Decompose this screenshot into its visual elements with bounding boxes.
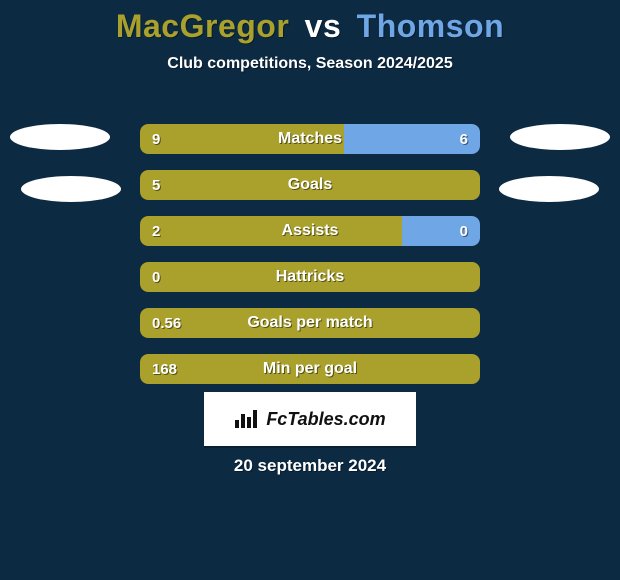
player-badge-ellipse <box>21 176 121 202</box>
comparison-bars: 96Matches 5Goals 20Assists 0Hattricks 0.56Go… <box>140 124 480 400</box>
stat-bar: 5Goals <box>140 170 480 200</box>
stat-bar-right-fill <box>402 216 480 246</box>
stat-bar-left-fill <box>140 124 344 154</box>
title-player2: Thomson <box>357 8 504 44</box>
player-badge-ellipse <box>510 124 610 150</box>
bars-icon <box>234 408 260 430</box>
stat-bar-left-fill <box>140 308 480 338</box>
stat-bar: 0.56Goals per match <box>140 308 480 338</box>
player-badge-ellipse <box>499 176 599 202</box>
subtitle: Club competitions, Season 2024/2025 <box>0 55 620 73</box>
stat-bar: 20Assists <box>140 216 480 246</box>
stat-bar-left-fill <box>140 170 480 200</box>
player-badge-ellipse <box>10 124 110 150</box>
page-title: MacGregor vs Thomson <box>0 0 620 45</box>
title-vs: vs <box>305 8 342 44</box>
stat-bar-right-fill <box>344 124 480 154</box>
stat-bar: 168Min per goal <box>140 354 480 384</box>
stat-bar-left-fill <box>140 262 480 292</box>
stat-bar: 0Hattricks <box>140 262 480 292</box>
logo-text: FcTables.com <box>266 409 385 430</box>
date-text: 20 september 2024 <box>0 456 620 476</box>
stat-bar-left-fill <box>140 216 402 246</box>
title-player1: MacGregor <box>116 8 289 44</box>
stat-bar-left-fill <box>140 354 480 384</box>
stat-bar: 96Matches <box>140 124 480 154</box>
fctables-logo: FcTables.com <box>204 392 416 446</box>
